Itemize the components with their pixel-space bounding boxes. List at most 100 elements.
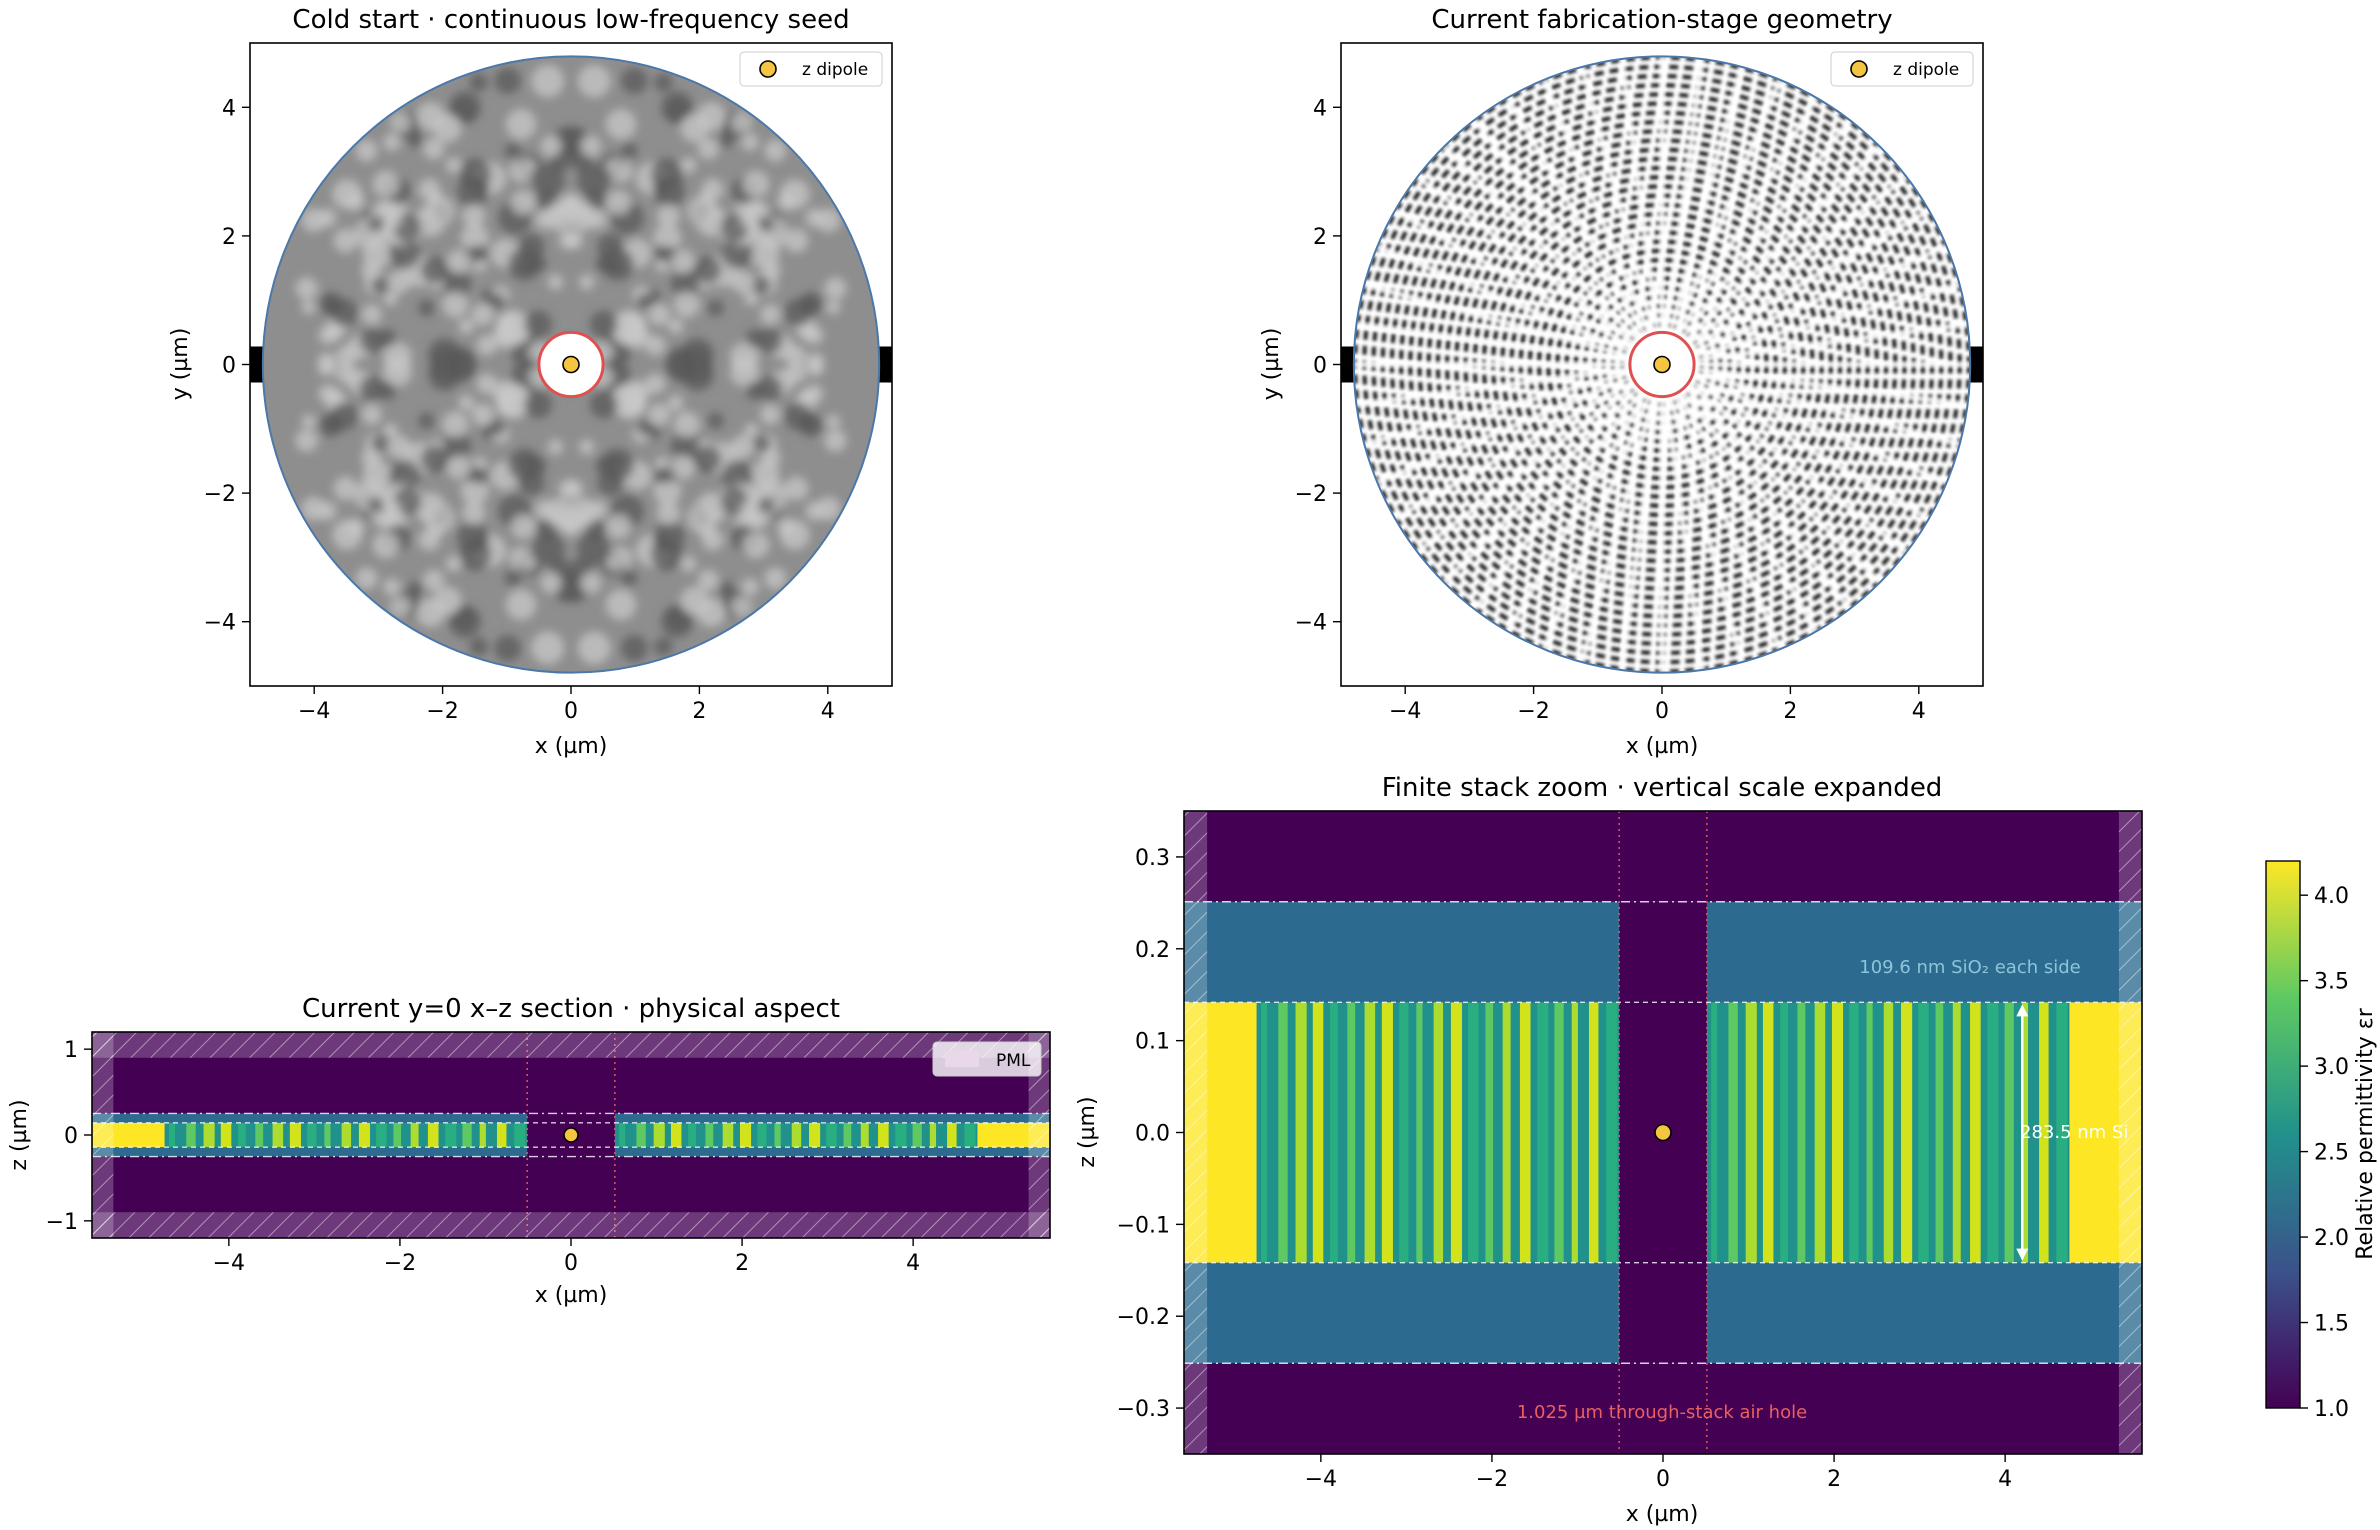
seed-blob — [680, 157, 697, 174]
seed-blob — [670, 431, 700, 461]
seed-blob — [620, 634, 648, 662]
grating-stripe — [860, 1122, 869, 1148]
grating-stripe — [1295, 1002, 1307, 1263]
y-tick-label: 0.0 — [1135, 1122, 1170, 1147]
fab-spoke — [1506, 396, 1645, 633]
seed-blob — [673, 291, 700, 318]
seed-blob — [697, 138, 719, 160]
seed-blob — [383, 291, 398, 306]
seed-blob — [544, 497, 574, 527]
panel-c-legend: PML — [932, 1041, 1042, 1077]
y-tick-label: 1 — [64, 1038, 78, 1063]
fab-spoke — [1416, 386, 1633, 554]
panel-b-ticks: −4 −2 0 2 4 −4 −2 0 2 4 — [1295, 96, 1926, 724]
seed-blob — [665, 346, 698, 378]
x-tick-label: 4 — [1912, 699, 1926, 724]
fab-spoke — [1376, 377, 1628, 484]
grating-stripe — [1918, 1002, 1929, 1263]
grating-stripe — [1588, 1002, 1599, 1263]
grating-stripe — [1606, 1002, 1618, 1263]
seed-blob — [390, 112, 411, 133]
grating-stripe — [895, 1122, 907, 1148]
colorbar-frame — [2265, 860, 2301, 1409]
seed-blob — [762, 449, 781, 468]
seed-blob — [693, 445, 722, 473]
grating-stripe — [688, 1122, 696, 1148]
seed-blob — [524, 310, 553, 339]
grating-stripe — [2056, 1002, 2068, 1263]
seed-blob — [806, 352, 825, 371]
seed-blob — [390, 596, 411, 617]
grating-stripe — [186, 1122, 196, 1148]
seed-blob — [693, 256, 722, 284]
seed-blob — [605, 589, 637, 621]
grating-stripe — [739, 1122, 752, 1148]
seed-blob — [578, 274, 595, 290]
fab-spoke — [1691, 175, 1908, 343]
seed-blob — [680, 555, 697, 572]
grating-stripe — [1780, 1002, 1788, 1263]
seed-blob — [670, 455, 695, 480]
seed-blob — [361, 261, 380, 280]
panel-b-content — [1341, 55, 1983, 674]
dipole-marker — [562, 355, 580, 374]
seed-blob — [620, 67, 648, 95]
grating-stripe — [514, 1122, 526, 1148]
seed-blob — [447, 455, 472, 480]
legend-dipole-marker — [1850, 60, 1868, 78]
fab-pattern — [1353, 56, 1971, 673]
y-tick-label: −2 — [204, 482, 236, 507]
seed-blob — [371, 275, 391, 295]
grating-stripe — [1485, 1002, 1494, 1263]
panel-b-title: Current fabrication-stage geometry — [1431, 5, 1892, 35]
grating-stripe — [1952, 1002, 1961, 1263]
seed-blob — [670, 268, 700, 298]
seed-blob — [423, 569, 445, 591]
y-tick-label: −2 — [1295, 482, 1327, 507]
disk-edge — [261, 55, 881, 674]
panel-b-xlabel: x (µm) — [1626, 734, 1699, 759]
seed-blob — [644, 334, 666, 356]
colorbar-label: Relative permittivity εr — [2353, 1007, 2378, 1259]
seed-blob — [317, 501, 337, 521]
seed-blob — [531, 64, 565, 98]
x-tick-label: 2 — [735, 1251, 749, 1276]
seed-blob — [701, 178, 724, 201]
seed-blob — [372, 531, 400, 559]
grating-stripe — [2021, 1002, 2029, 1263]
panel-c-legend-box — [932, 1041, 1042, 1077]
fab-spoke — [1694, 209, 1930, 347]
seed-blob — [361, 449, 380, 468]
seed-blob — [636, 420, 653, 436]
fab-spoke — [1684, 393, 1851, 610]
grating-stripe — [1502, 1002, 1511, 1263]
colorbar-tick-label: 3.5 — [2314, 970, 2349, 995]
y-tick-label: 4 — [1313, 96, 1327, 121]
seed-blob — [558, 230, 578, 250]
grating-stripe — [238, 1122, 246, 1148]
seed-blob — [673, 411, 700, 438]
x-tick-label: −4 — [1389, 699, 1421, 724]
grating-stripe — [376, 1122, 387, 1148]
grating-stripe — [1519, 1002, 1531, 1263]
fab-spoke — [1356, 367, 1625, 407]
fab-spoke — [1542, 79, 1649, 330]
seed-blob — [420, 445, 449, 473]
seed-blob — [504, 569, 522, 587]
seed-blob — [445, 157, 462, 174]
waveguide-stub-left — [250, 346, 265, 383]
panel-c-content — [92, 1032, 1050, 1238]
seed-blob — [504, 142, 522, 160]
seed-blob — [510, 190, 536, 215]
fab-spoke — [1356, 322, 1625, 362]
fab-spoke — [1696, 245, 1948, 352]
colorbar-tick-label: 4.0 — [2314, 884, 2349, 909]
fab-spoke — [1687, 145, 1881, 339]
seed-blob — [524, 390, 553, 419]
seed-blob — [751, 275, 771, 295]
grating-stripe — [393, 1122, 402, 1148]
colorbar-tick-label: 2.0 — [2314, 1226, 2349, 1251]
pml-legend-swatch — [945, 1051, 979, 1067]
seed-blob — [597, 469, 624, 496]
seed-blob — [760, 404, 781, 425]
